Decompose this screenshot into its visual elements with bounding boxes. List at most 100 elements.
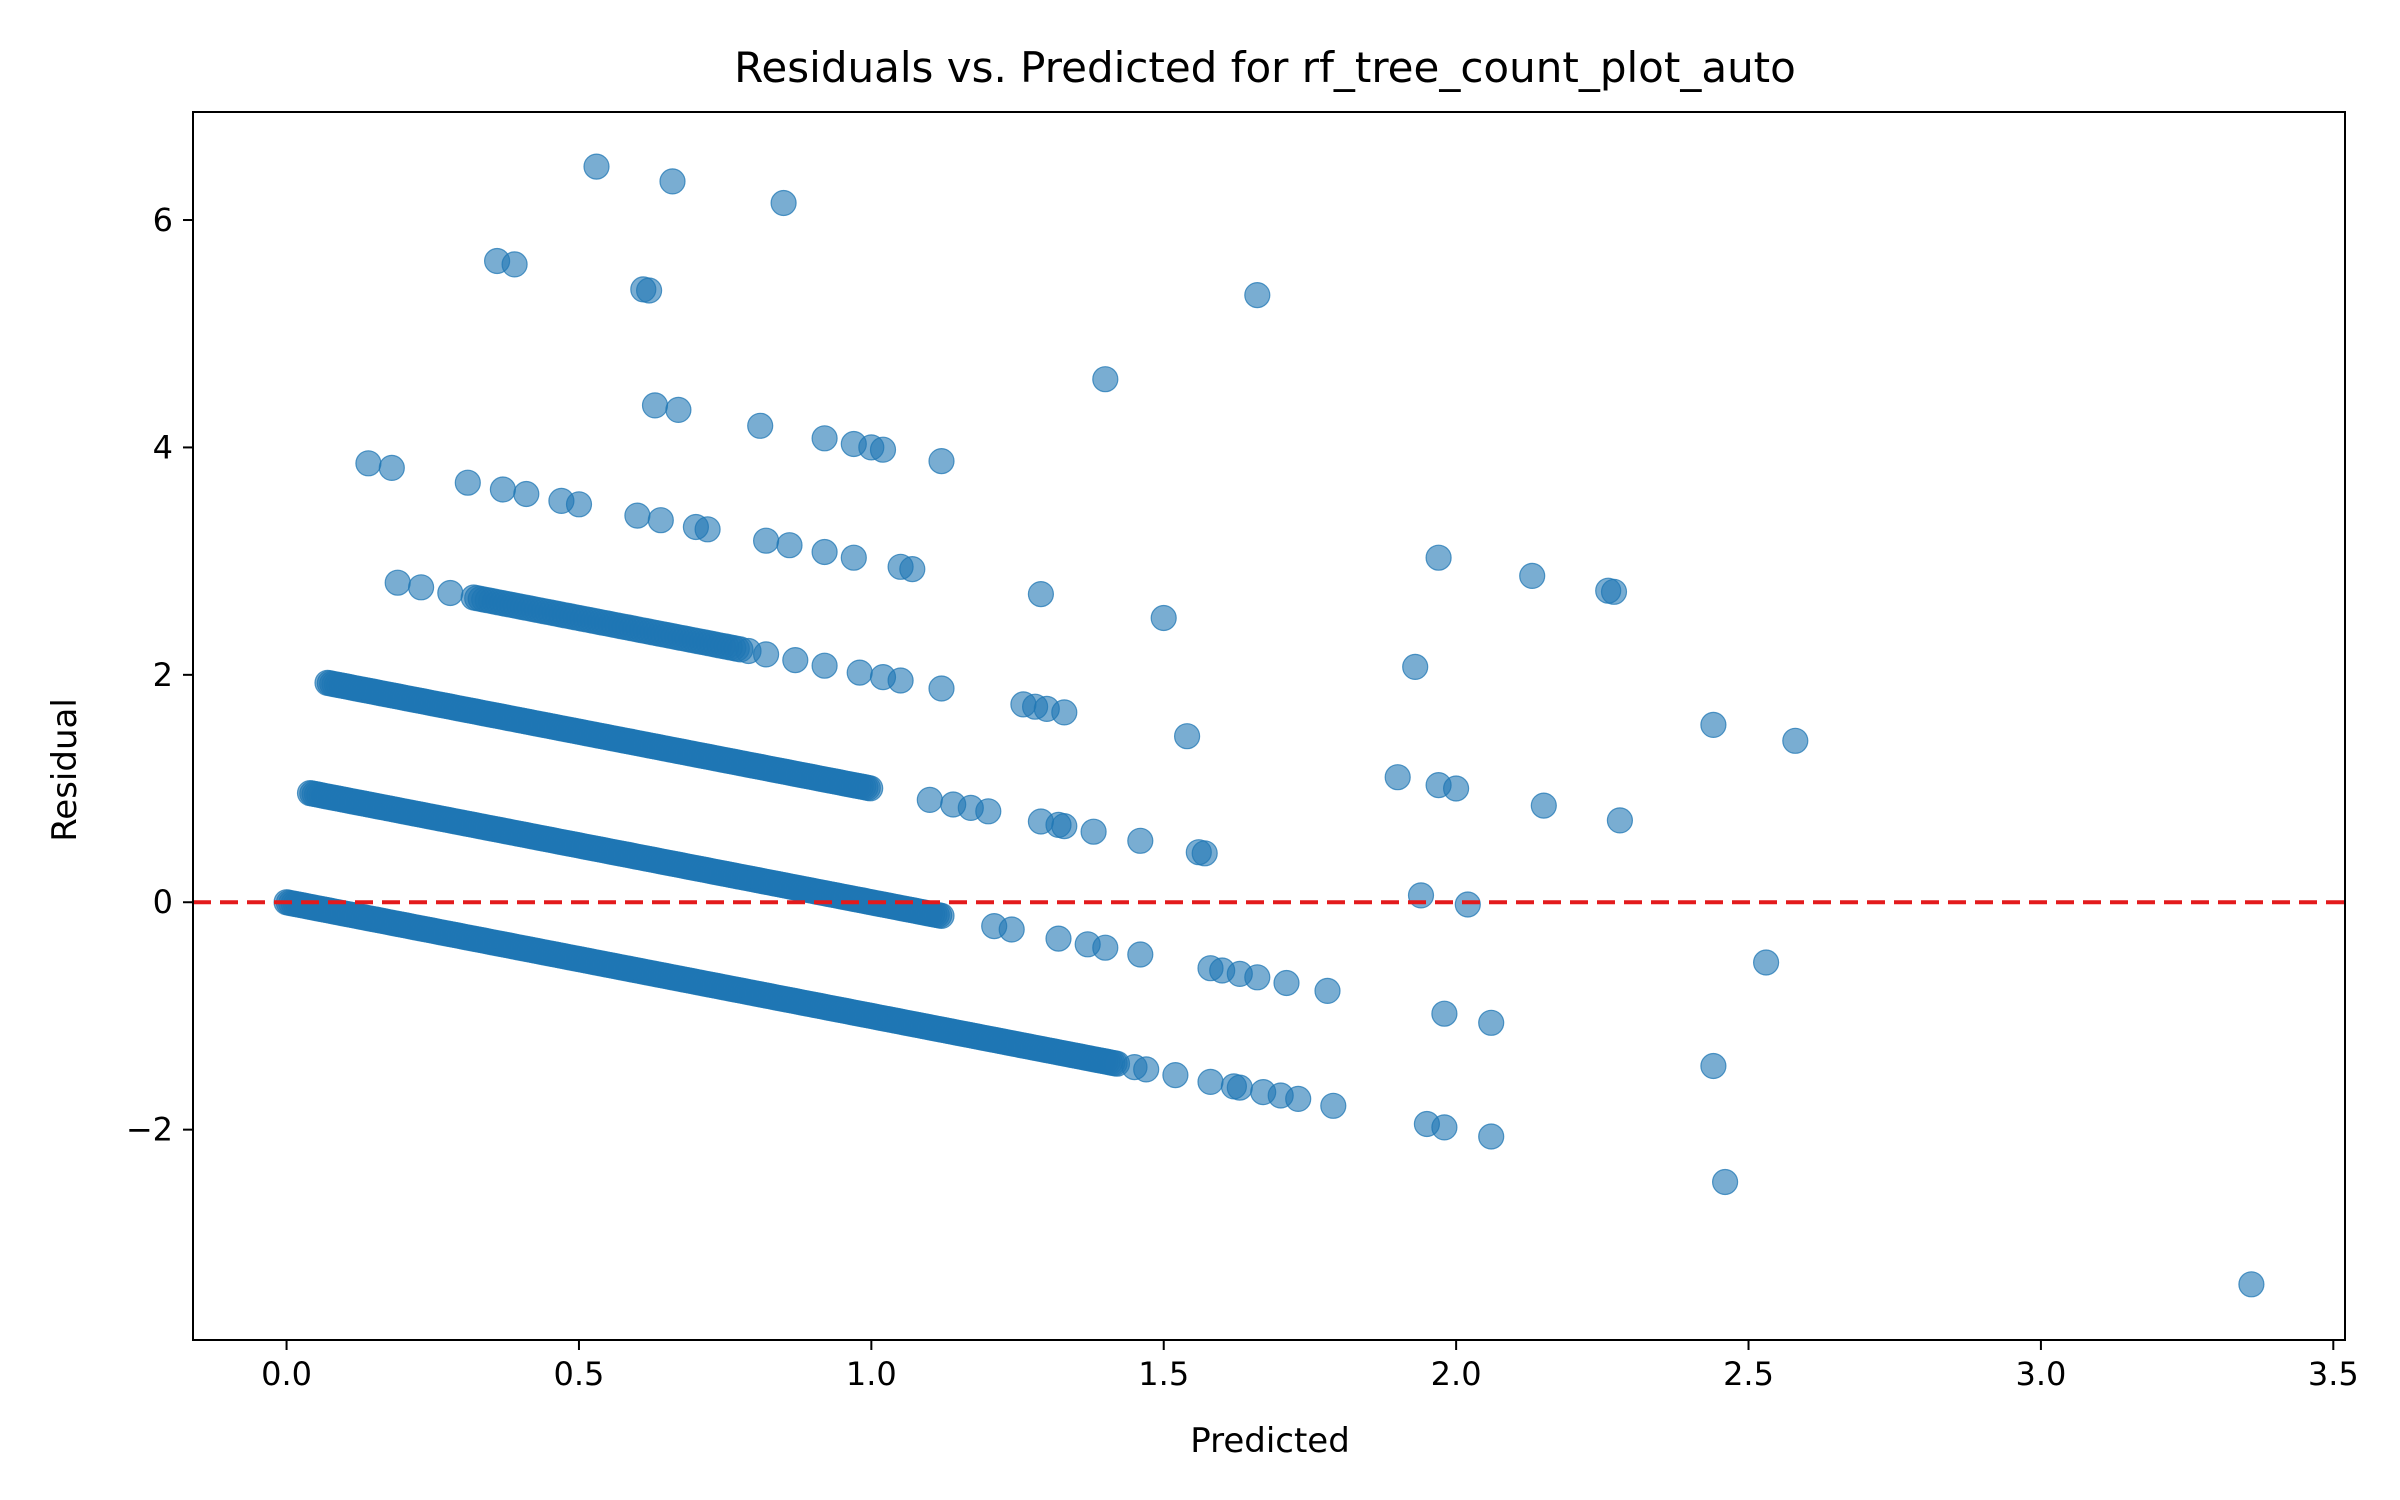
data-point xyxy=(1197,1068,1224,1096)
x-tick-label: 2.5 xyxy=(1723,1355,1774,1393)
data-point xyxy=(1384,764,1411,791)
data-points xyxy=(273,153,2265,1298)
data-point xyxy=(1162,1061,1189,1089)
y-axis-title: Residual xyxy=(45,698,85,842)
y-tick-label: 2 xyxy=(153,656,173,694)
x-tick-label: 0.5 xyxy=(554,1355,605,1393)
data-point xyxy=(513,480,540,508)
data-point xyxy=(501,251,528,278)
data-point xyxy=(1226,1074,1253,1101)
x-axis-title: Predicted xyxy=(1190,1421,1350,1461)
data-point xyxy=(489,476,516,503)
data-point xyxy=(811,425,838,452)
data-point xyxy=(811,538,838,566)
y-tick-label: 6 xyxy=(153,201,173,239)
data-point xyxy=(846,659,873,686)
data-point xyxy=(1191,840,1218,867)
data-point xyxy=(1530,792,1557,819)
data-point xyxy=(1454,891,1481,918)
x-tick-label: 3.5 xyxy=(2308,1355,2359,1393)
data-point xyxy=(437,579,464,607)
data-point xyxy=(641,392,669,419)
data-point xyxy=(1519,562,1546,590)
data-point xyxy=(770,189,797,217)
data-point xyxy=(408,574,435,601)
data-point xyxy=(1402,653,1429,681)
data-point xyxy=(2238,1271,2265,1298)
data-point xyxy=(384,569,411,596)
x-tick-label: 1.5 xyxy=(1138,1355,1189,1393)
data-point xyxy=(1273,969,1300,997)
chart-title: Residuals vs. Predicted for rf_tree_coun… xyxy=(734,43,1796,92)
data-point xyxy=(1127,827,1154,854)
data-point xyxy=(975,798,1002,825)
x-tick-label: 1.0 xyxy=(846,1355,897,1393)
data-point xyxy=(1431,1000,1458,1027)
data-point xyxy=(1051,812,1078,840)
plot-frame xyxy=(192,111,2346,1341)
data-point xyxy=(1150,604,1177,632)
data-point xyxy=(1425,544,1452,571)
data-point xyxy=(624,502,651,529)
data-point xyxy=(1600,578,1628,605)
data-point xyxy=(840,544,867,571)
data-point xyxy=(1442,775,1470,802)
axes: 0.0 0.5 1.0 1.5 2.0 2.5 3.0 3.5 −2 0 2 4 6 xyxy=(126,111,2359,1393)
data-point xyxy=(635,277,663,304)
data-point xyxy=(1606,807,1634,834)
data-point xyxy=(811,652,838,679)
data-point xyxy=(1320,1092,1347,1119)
data-point xyxy=(752,641,780,668)
data-point xyxy=(1173,723,1201,750)
data-point xyxy=(1700,711,1727,739)
data-point xyxy=(1092,366,1119,393)
data-point xyxy=(857,775,884,802)
y-tick-label: 0 xyxy=(153,883,173,921)
data-point xyxy=(378,454,405,481)
y-tick-label: 4 xyxy=(153,428,173,466)
data-point xyxy=(1127,941,1154,968)
data-point xyxy=(776,532,803,559)
data-point xyxy=(355,450,382,477)
data-point xyxy=(1431,1114,1458,1141)
data-point xyxy=(887,667,914,694)
data-point xyxy=(1752,949,1780,976)
data-point xyxy=(1314,977,1341,1005)
data-point xyxy=(1478,1123,1505,1150)
data-point xyxy=(1051,699,1078,726)
data-point xyxy=(565,491,593,518)
data-point xyxy=(752,527,780,554)
data-point xyxy=(1700,1052,1727,1080)
data-point xyxy=(1244,282,1271,309)
data-point xyxy=(1092,934,1119,961)
data-point xyxy=(583,153,610,180)
data-point xyxy=(647,507,674,534)
data-point xyxy=(998,916,1025,943)
data-point xyxy=(1478,1009,1505,1036)
x-tick-label: 3.0 xyxy=(2015,1355,2066,1393)
data-point xyxy=(1045,925,1072,952)
y-tick-label: −2 xyxy=(126,1111,173,1149)
data-point xyxy=(1080,818,1107,845)
data-point xyxy=(1285,1085,1312,1113)
data-point xyxy=(1027,580,1055,608)
data-point xyxy=(1782,727,1809,754)
x-tick-label: 0.0 xyxy=(261,1355,312,1393)
data-point xyxy=(747,412,774,439)
data-point xyxy=(928,675,955,702)
data-point xyxy=(694,516,721,543)
x-tick-label: 2.0 xyxy=(1431,1355,1482,1393)
data-point xyxy=(1244,964,1271,991)
data-point xyxy=(659,168,686,195)
data-point xyxy=(916,786,943,814)
data-point xyxy=(454,469,481,496)
data-point xyxy=(782,646,809,674)
data-point xyxy=(1133,1056,1160,1083)
data-point xyxy=(665,396,692,423)
data-point xyxy=(928,448,955,475)
data-point xyxy=(899,555,926,583)
data-point xyxy=(1711,1168,1739,1196)
